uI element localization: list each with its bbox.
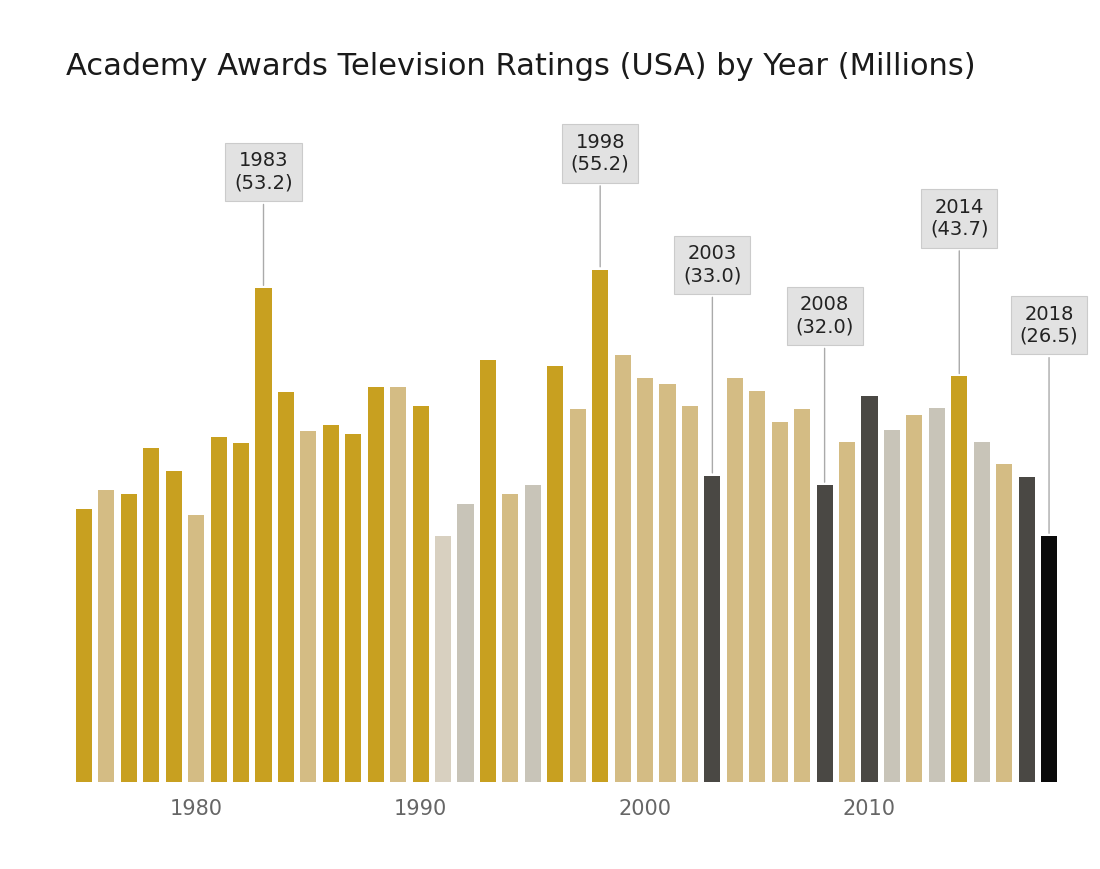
- Bar: [570, 408, 586, 782]
- Bar: [952, 376, 967, 782]
- Text: 2018
(26.5): 2018 (26.5): [1020, 305, 1078, 534]
- Bar: [997, 464, 1012, 782]
- Bar: [1041, 536, 1057, 782]
- Bar: [166, 471, 182, 782]
- Bar: [749, 391, 766, 782]
- Bar: [547, 366, 563, 782]
- Bar: [143, 448, 160, 782]
- Bar: [659, 384, 675, 782]
- Bar: [255, 289, 272, 782]
- Bar: [278, 392, 294, 782]
- Bar: [928, 408, 945, 782]
- Bar: [188, 514, 205, 782]
- Bar: [458, 503, 474, 782]
- Bar: [1019, 476, 1035, 782]
- Bar: [434, 536, 451, 782]
- Bar: [839, 442, 855, 782]
- Bar: [412, 406, 429, 782]
- Bar: [637, 378, 653, 782]
- Bar: [727, 378, 742, 782]
- Bar: [480, 360, 496, 782]
- Bar: [390, 388, 406, 782]
- Bar: [906, 415, 923, 782]
- Bar: [794, 408, 811, 782]
- Bar: [861, 396, 878, 782]
- Bar: [615, 355, 630, 782]
- Text: 1998
(55.2): 1998 (55.2): [571, 133, 629, 267]
- Bar: [233, 443, 249, 782]
- Text: 1983
(53.2): 1983 (53.2): [234, 151, 293, 285]
- Text: 2003
(33.0): 2003 (33.0): [683, 244, 741, 473]
- Bar: [974, 442, 990, 782]
- Bar: [592, 269, 608, 782]
- Text: 2014
(43.7): 2014 (43.7): [930, 198, 989, 374]
- Bar: [367, 388, 384, 782]
- Text: 2008
(32.0): 2008 (32.0): [795, 295, 854, 482]
- Bar: [884, 430, 900, 782]
- Bar: [503, 494, 518, 782]
- Bar: [816, 485, 833, 782]
- Bar: [704, 475, 720, 782]
- Bar: [771, 421, 788, 782]
- Text: Academy Awards Television Ratings (USA) by Year (Millions): Academy Awards Television Ratings (USA) …: [66, 52, 976, 81]
- Bar: [210, 437, 227, 782]
- Bar: [76, 509, 92, 782]
- Bar: [322, 425, 339, 782]
- Bar: [300, 431, 317, 782]
- Bar: [121, 494, 136, 782]
- Bar: [682, 406, 698, 782]
- Bar: [345, 434, 362, 782]
- Bar: [525, 485, 541, 782]
- Bar: [98, 489, 114, 782]
